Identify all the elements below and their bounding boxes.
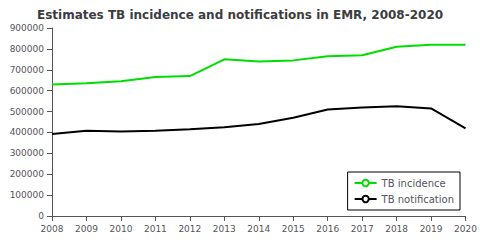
svg-text:2015: 2015 <box>282 224 305 234</box>
svg-text:0: 0 <box>38 211 44 221</box>
svg-text:2016: 2016 <box>316 224 339 234</box>
svg-text:2017: 2017 <box>351 224 374 234</box>
svg-text:800000: 800000 <box>10 44 45 54</box>
svg-text:2020: 2020 <box>454 224 477 234</box>
svg-text:400000: 400000 <box>10 127 45 137</box>
svg-text:300000: 300000 <box>10 148 45 158</box>
svg-text:2009: 2009 <box>75 224 98 234</box>
svg-text:Estimates TB incidence and not: Estimates TB incidence and notifications… <box>37 8 443 22</box>
svg-text:2019: 2019 <box>420 224 443 234</box>
svg-text:2012: 2012 <box>178 224 201 234</box>
svg-text:900000: 900000 <box>10 23 45 33</box>
svg-text:600000: 600000 <box>10 86 45 96</box>
svg-text:TB notification: TB notification <box>381 194 454 205</box>
svg-text:100000: 100000 <box>10 190 45 200</box>
svg-text:700000: 700000 <box>10 65 45 75</box>
svg-text:2010: 2010 <box>109 224 132 234</box>
svg-text:2008: 2008 <box>41 224 64 234</box>
svg-text:2013: 2013 <box>213 224 236 234</box>
svg-text:500000: 500000 <box>10 107 45 117</box>
svg-text:2011: 2011 <box>144 224 167 234</box>
svg-text:2014: 2014 <box>247 224 270 234</box>
svg-text:200000: 200000 <box>10 169 45 179</box>
svg-text:2018: 2018 <box>385 224 408 234</box>
svg-text:TB incidence: TB incidence <box>381 178 446 189</box>
